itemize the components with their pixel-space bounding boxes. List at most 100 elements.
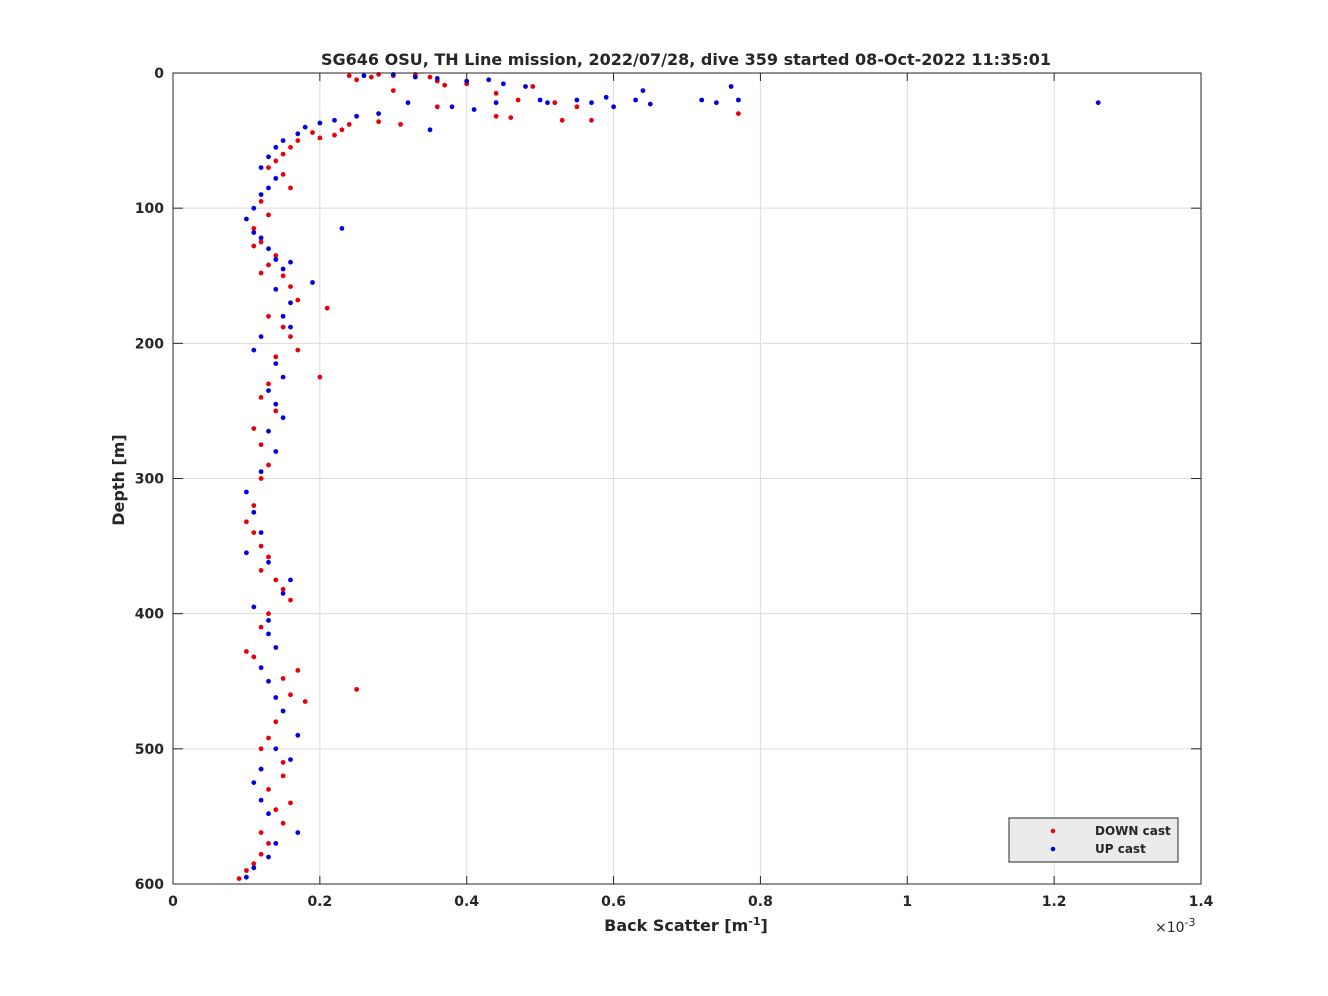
data-point (273, 719, 279, 725)
data-point (258, 665, 264, 671)
data-point (266, 611, 271, 617)
data-point (244, 489, 249, 495)
data-point (280, 172, 286, 177)
data-point (266, 559, 271, 565)
x-tick-labels: 0 0.2 0.4 0.6 0.8 1 1.2 1.4 (168, 894, 1214, 910)
data-point (258, 270, 264, 276)
series-1 (244, 72, 1101, 880)
data-point (288, 185, 293, 191)
x-tick-label: 1.2 (1042, 894, 1067, 910)
data-point (736, 97, 741, 103)
data-point (244, 216, 249, 222)
data-point (288, 757, 293, 762)
data-point (295, 668, 301, 673)
data-point (427, 74, 433, 80)
data-point (736, 111, 741, 116)
data-point (464, 78, 470, 84)
data-point (714, 100, 719, 106)
y-tick-label: 300 (135, 472, 164, 488)
data-point (258, 851, 264, 857)
data-point (647, 101, 653, 107)
data-point (266, 631, 271, 637)
y-tick-labels: 0 100 200 300 400 500 600 (135, 66, 164, 893)
x-axis-label-suffix: ] (761, 916, 768, 935)
data-point (266, 678, 271, 684)
data-point (376, 119, 381, 125)
legend-marker-up (1050, 846, 1056, 852)
data-point (288, 300, 293, 306)
data-point (280, 760, 286, 765)
x-tick-label: 0 (168, 894, 178, 910)
data-point (515, 97, 521, 103)
data-point (244, 868, 249, 873)
data-point (273, 841, 279, 846)
y-tick-label: 500 (135, 742, 164, 758)
data-point (258, 395, 264, 400)
data-point (251, 604, 257, 610)
data-point (251, 780, 257, 785)
data-point (412, 74, 418, 80)
data-point (699, 97, 705, 103)
data-point (611, 104, 616, 110)
data-point (258, 568, 264, 573)
data-point (295, 732, 301, 738)
data-point (302, 124, 308, 130)
data-point (258, 766, 264, 772)
data-point (280, 151, 286, 157)
data-point (236, 876, 242, 881)
data-point (258, 334, 264, 339)
data-point (346, 73, 352, 79)
data-point (266, 811, 271, 817)
data-point (523, 84, 528, 89)
data-point (251, 347, 257, 353)
x-tick-label: 1 (902, 894, 912, 910)
data-point (258, 530, 264, 535)
x-tick-label: 0.6 (601, 894, 626, 910)
data-point (310, 280, 315, 285)
data-point (266, 854, 271, 860)
data-point (589, 117, 594, 123)
data-point (266, 462, 271, 468)
data-point (266, 313, 271, 319)
y-tick-label: 400 (135, 607, 164, 623)
data-point (251, 243, 257, 249)
x-tick-label: 0.4 (454, 894, 479, 910)
series-0 (236, 72, 741, 881)
data-point (266, 185, 271, 191)
data-point (280, 138, 286, 144)
data-point (258, 192, 264, 198)
data-point (295, 138, 301, 144)
data-point (266, 262, 271, 268)
data-point (603, 94, 609, 100)
x-exponent-label: ×10-3 (1155, 916, 1196, 936)
data-point (405, 100, 411, 106)
x-exponent-base: ×10 (1155, 920, 1185, 936)
data-point (244, 874, 249, 880)
data-point (508, 115, 514, 120)
data-point (266, 787, 271, 792)
data-point (288, 259, 293, 265)
data-point (633, 97, 638, 103)
data-point (266, 618, 271, 623)
data-point (537, 97, 543, 103)
data-point (266, 212, 271, 218)
data-point (332, 132, 337, 138)
x-tick-label: 0.2 (307, 894, 332, 910)
data-point (288, 597, 293, 603)
y-tick-label: 200 (135, 336, 164, 352)
x-axis-label-sup: -1 (748, 915, 760, 928)
data-point (280, 324, 286, 330)
data-point (273, 645, 279, 650)
data-point (266, 841, 271, 846)
data-point (258, 199, 264, 204)
data-point (398, 122, 403, 127)
data-point (574, 104, 580, 110)
data-point (471, 107, 477, 112)
plot-area (172, 72, 1202, 885)
data-point (273, 807, 279, 813)
data-point (273, 695, 279, 700)
data-point (295, 347, 301, 353)
data-point (258, 442, 264, 448)
x-tick-label: 0.8 (748, 894, 773, 910)
